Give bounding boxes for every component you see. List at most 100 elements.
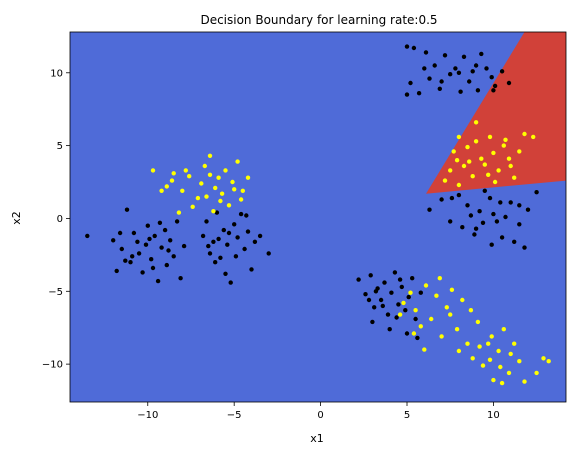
- point-series-0-12: [152, 233, 157, 239]
- point-series-0-68: [437, 86, 442, 92]
- point-series-0-54: [223, 271, 228, 276]
- point-series-1-91: [397, 312, 403, 317]
- point-series-0-2: [114, 268, 119, 274]
- point-series-1-93: [489, 334, 494, 339]
- point-series-0-20: [178, 276, 183, 281]
- point-series-1-33: [461, 163, 467, 169]
- point-series-1-84: [448, 312, 453, 317]
- point-series-1-52: [486, 172, 491, 177]
- y-tick-label: 5: [57, 141, 63, 152]
- region-class-0: [70, 32, 566, 402]
- x-tick-label: 0: [317, 410, 323, 421]
- point-series-1-77: [512, 341, 517, 346]
- point-series-0-97: [477, 209, 482, 214]
- point-series-1-88: [487, 357, 493, 362]
- point-series-1-64: [444, 305, 449, 310]
- point-series-1-92: [468, 308, 474, 313]
- point-series-0-116: [382, 280, 387, 285]
- point-series-0-129: [418, 290, 423, 295]
- point-series-0-56: [411, 45, 417, 51]
- point-series-1-53: [503, 137, 508, 142]
- point-series-0-125: [413, 316, 418, 322]
- point-series-0-109: [489, 242, 494, 247]
- point-series-0-8: [140, 270, 145, 275]
- point-series-0-90: [491, 211, 496, 217]
- point-series-1-56: [401, 300, 406, 306]
- y-axis-label: x2: [10, 211, 23, 225]
- point-series-0-6: [131, 230, 137, 236]
- point-series-0-94: [525, 207, 531, 212]
- point-series-1-13: [240, 188, 245, 193]
- point-series-0-75: [499, 69, 505, 74]
- point-series-0-99: [512, 239, 517, 244]
- point-series-1-41: [496, 168, 501, 173]
- point-series-0-47: [266, 251, 271, 256]
- point-series-1-50: [492, 179, 498, 185]
- point-series-1-37: [479, 156, 484, 161]
- point-series-0-133: [415, 335, 420, 341]
- point-series-1-28: [207, 172, 213, 177]
- point-series-0-132: [397, 277, 403, 282]
- point-series-0-36: [221, 227, 226, 233]
- point-series-0-38: [228, 280, 233, 285]
- point-series-1-16: [199, 181, 204, 186]
- point-series-1-72: [486, 341, 491, 346]
- point-series-1-76: [506, 370, 512, 376]
- point-series-0-27: [166, 248, 171, 253]
- point-series-0-15: [162, 227, 168, 233]
- point-series-0-77: [439, 79, 444, 84]
- point-series-1-94: [541, 356, 546, 361]
- point-series-1-8: [213, 185, 218, 191]
- point-series-0-41: [238, 211, 244, 217]
- point-series-0-135: [373, 289, 379, 294]
- point-series-0-120: [396, 302, 401, 307]
- point-series-0-89: [482, 188, 487, 193]
- x-tick-label: −5: [227, 410, 242, 421]
- point-series-1-65: [449, 287, 455, 292]
- point-series-0-26: [135, 239, 140, 244]
- point-series-0-28: [123, 258, 128, 263]
- point-series-1-46: [522, 131, 527, 137]
- point-series-1-31: [451, 149, 456, 154]
- point-series-0-22: [117, 230, 123, 236]
- point-series-1-12: [235, 159, 240, 164]
- point-series-0-23: [130, 254, 135, 259]
- point-series-1-27: [159, 188, 164, 193]
- point-series-1-95: [498, 364, 503, 370]
- point-series-0-66: [416, 91, 422, 96]
- point-series-0-73: [484, 66, 489, 71]
- point-series-1-24: [216, 175, 221, 180]
- point-series-0-88: [473, 226, 479, 231]
- point-series-0-40: [235, 235, 240, 240]
- point-series-0-110: [356, 277, 361, 282]
- point-series-0-121: [399, 284, 404, 290]
- point-series-1-62: [434, 293, 439, 298]
- point-series-0-93: [517, 222, 522, 227]
- point-series-1-10: [223, 168, 228, 173]
- point-series-0-25: [157, 220, 163, 225]
- point-series-0-108: [517, 203, 522, 208]
- point-series-0-0: [85, 233, 90, 239]
- point-series-0-65: [408, 80, 413, 86]
- point-series-0-119: [392, 270, 398, 275]
- point-series-0-50: [233, 254, 239, 259]
- point-series-0-112: [368, 273, 373, 278]
- point-series-1-78: [517, 359, 522, 364]
- point-series-1-20: [238, 197, 244, 202]
- point-series-0-117: [385, 312, 391, 317]
- point-series-1-2: [171, 171, 176, 176]
- point-series-0-100: [449, 195, 455, 201]
- point-series-0-7: [136, 251, 142, 256]
- plot-area: [69, 31, 567, 403]
- point-series-1-47: [531, 134, 536, 140]
- point-series-0-98: [494, 219, 500, 224]
- point-series-1-55: [508, 163, 513, 169]
- point-series-0-84: [439, 197, 444, 202]
- point-series-1-63: [439, 334, 444, 339]
- point-series-0-45: [252, 239, 258, 244]
- point-series-1-58: [413, 308, 418, 313]
- chart-title: Decision Boundary for learning rate:0.5: [200, 13, 437, 27]
- point-series-0-118: [389, 290, 394, 295]
- point-series-1-45: [517, 149, 522, 154]
